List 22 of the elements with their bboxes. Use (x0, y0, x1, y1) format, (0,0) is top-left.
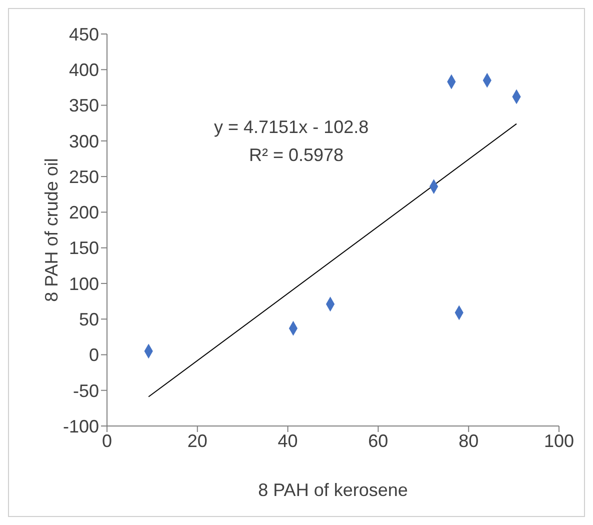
x-axis-title: 8 PAH of kerosene (258, 480, 408, 500)
x-tick-label: 20 (187, 430, 208, 451)
y-tick-label: -100 (62, 416, 99, 436)
y-axis-title: 8 PAH of crude oil (41, 158, 62, 302)
x-tick-label: 100 (544, 430, 574, 451)
x-tick-label: 40 (278, 430, 298, 451)
y-tick-label: 300 (68, 131, 99, 152)
y-tick-label: -50 (72, 380, 99, 401)
y-tick-label: 50 (78, 309, 99, 330)
y-tick-label: 200 (68, 202, 99, 223)
y-tick-label: 350 (68, 96, 99, 116)
y-tick-label: 150 (68, 238, 99, 258)
annotation: R² = 0.5978 (249, 145, 344, 166)
y-tick-label: 450 (68, 24, 99, 44)
y-tick-label: 100 (68, 274, 99, 294)
y-tick-label: 250 (68, 166, 99, 187)
y-tick-label: 0 (88, 345, 99, 366)
x-tick-label: 0 (102, 430, 112, 451)
y-tick-label: 400 (68, 60, 99, 80)
annotation: y = 4.7151x - 102.8 (214, 117, 369, 138)
x-tick-label: 60 (368, 430, 388, 451)
x-tick-label: 80 (458, 430, 479, 451)
